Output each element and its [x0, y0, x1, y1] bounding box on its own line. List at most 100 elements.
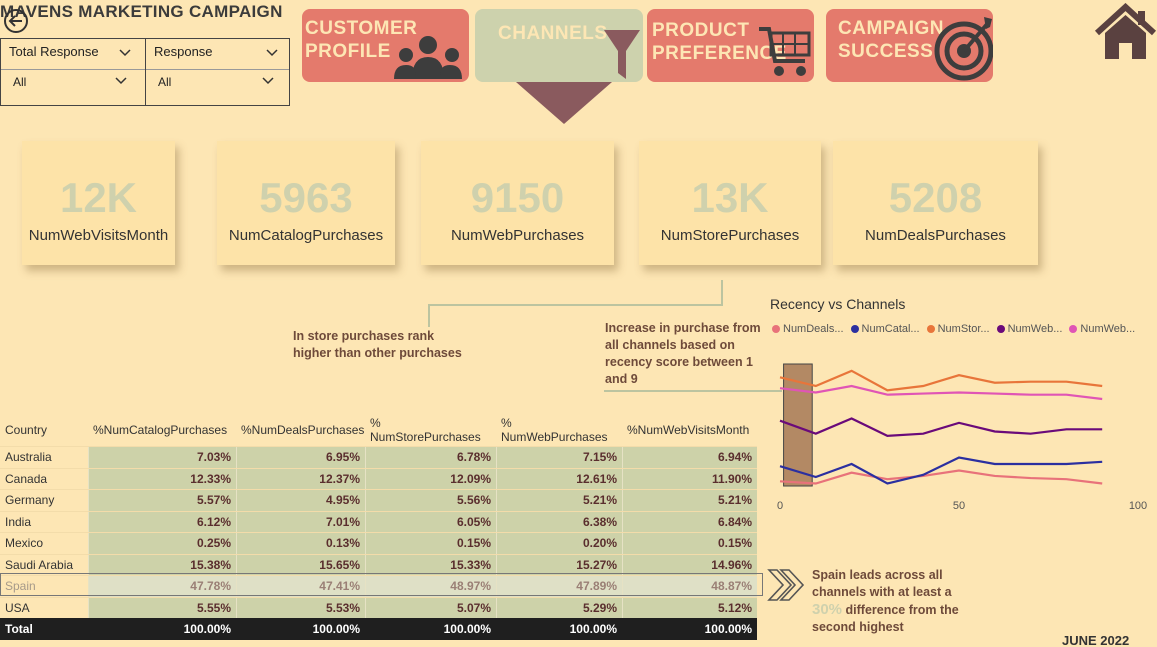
divider: [146, 69, 289, 70]
total-label: Total: [5, 621, 33, 636]
percent-cell: 47.41%: [236, 576, 365, 597]
percent-cell: 0.13%: [236, 533, 365, 554]
percent-cell: 48.87%: [622, 576, 757, 597]
percent-cell: 6.84%: [622, 511, 757, 532]
cart-icon: [759, 27, 811, 76]
chevron-down-icon[interactable]: [266, 49, 278, 57]
legend-item[interactable]: NumDeals...: [772, 323, 844, 335]
percent-cell: 6.05%: [365, 511, 496, 532]
percent-cell: 5.53%: [236, 597, 365, 618]
table-row[interactable]: Spain 47.78% 47.41% 48.97% 47.89% 48.87%: [0, 575, 757, 597]
percent-cell: 5.07%: [365, 597, 496, 618]
back-arrow-icon[interactable]: [3, 8, 29, 34]
column-header[interactable]: %NumWebVisitsMonth: [627, 423, 750, 437]
response-slicer[interactable]: Response All: [145, 39, 289, 105]
table-row[interactable]: USA 5.55% 5.53% 5.07% 5.29% 5.12%: [0, 596, 757, 618]
country-cell: Canada: [5, 471, 48, 486]
nav-product-preference-button[interactable]: PRODUCT PREFERENCE: [647, 9, 814, 82]
chevron-down-icon[interactable]: [262, 77, 274, 85]
table-total-row[interactable]: Total 100.00% 100.00% 100.00% 100.00% 100.00%: [0, 618, 757, 640]
highlight-percent: 30%: [812, 601, 843, 618]
country-cell: USA: [5, 600, 30, 615]
series-line-0[interactable]: [779, 469, 1103, 485]
kpi-value: 5208: [888, 174, 983, 221]
kpi-value: 5963: [259, 174, 353, 221]
chart-legend[interactable]: NumDeals... NumCatal... NumStor... NumWeb..…: [772, 323, 1135, 335]
table-row[interactable]: Germany 5.57% 4.95% 5.56% 5.21% 5.21%: [0, 489, 757, 511]
legend-label: NumWeb...: [1080, 323, 1136, 335]
callout-connector: [604, 390, 782, 392]
series-line-4[interactable]: [779, 384, 1103, 401]
percent-cell: 5.57%: [88, 490, 236, 511]
nav-channels-button[interactable]: CHANNELS: [475, 9, 643, 82]
kpi-label: NumWebPurchases: [450, 227, 585, 244]
people-icon: [394, 36, 462, 79]
percent-cell: 7.03%: [88, 447, 236, 468]
legend-label: NumCatal...: [861, 323, 920, 335]
kpi-card: 12K NumWebVisitsMonth: [22, 141, 175, 265]
legend-label: NumWeb...: [1007, 323, 1063, 335]
chevron-down-icon[interactable]: [115, 77, 127, 85]
series-line-3[interactable]: [779, 417, 1103, 437]
nav-label: PRODUCT PREFERENCE: [652, 20, 787, 64]
percent-cell: 5.21%: [622, 490, 757, 511]
legend-item[interactable]: NumWeb...: [996, 323, 1063, 335]
total-cell: 100.00%: [183, 621, 231, 636]
kpi-value: 12K: [59, 174, 138, 221]
column-header[interactable]: %NumCatalogPurchases: [93, 423, 228, 437]
percent-cell: 14.96%: [622, 554, 757, 575]
column-header[interactable]: % NumWebPurchases: [501, 416, 608, 444]
percent-cell: 12.37%: [236, 468, 365, 489]
target-icon: [934, 17, 993, 81]
nav-label: CUSTOMER PROFILE: [305, 18, 418, 62]
kpi-value: 9150: [470, 174, 565, 221]
percent-cell: 15.33%: [365, 554, 496, 575]
x-tick-label: 50: [953, 500, 965, 512]
table-row[interactable]: Australia 7.03% 6.95% 6.78% 7.15% 6.94%: [0, 446, 757, 468]
legend-label: NumDeals...: [783, 323, 844, 335]
nav-label: CHANNELS: [498, 23, 608, 44]
funnel-icon: [604, 30, 640, 79]
recency-insight-note: Increase in purchase from all channels b…: [605, 321, 761, 386]
kpi-label: NumDealsPurchases: [865, 227, 1006, 244]
total-response-slicer[interactable]: Total Response All: [1, 39, 145, 105]
country-cell: Mexico: [5, 536, 44, 551]
table-row[interactable]: Canada 12.33% 12.37% 12.09% 12.61% 11.90%: [0, 467, 757, 489]
total-cell: 100.00%: [569, 621, 617, 636]
table-row[interactable]: Mexico 0.25% 0.13% 0.15% 0.20% 0.15%: [0, 532, 757, 554]
recency-line-chart[interactable]: 0 50 100: [770, 350, 1155, 520]
legend-item[interactable]: NumStor...: [926, 323, 990, 335]
column-header[interactable]: Country: [5, 423, 48, 437]
percent-cell: 7.01%: [236, 511, 365, 532]
column-header[interactable]: %NumDealsPurchases: [241, 423, 365, 437]
legend-item[interactable]: NumWeb...: [1069, 323, 1135, 335]
percent-cell: 6.12%: [88, 511, 236, 532]
percent-cell: 6.38%: [496, 511, 622, 532]
percent-cell: 15.38%: [88, 554, 236, 575]
percent-cell: 5.56%: [365, 490, 496, 511]
table-row[interactable]: Saudi Arabia 15.38% 15.65% 15.33% 15.27% 14.9…: [0, 553, 757, 575]
app-title: MAVENS MARKETING CAMPAIGN: [0, 2, 283, 21]
chevron-right-icon: [767, 569, 805, 601]
kpi-label: NumCatalogPurchases: [228, 227, 384, 244]
column-header[interactable]: % NumStorePurchases: [370, 416, 481, 444]
series-line-2[interactable]: [779, 369, 1103, 392]
series-line-1[interactable]: [779, 456, 1103, 485]
table-row[interactable]: India 6.12% 7.01% 6.05% 6.38% 6.84%: [0, 510, 757, 532]
home-icon[interactable]: [1094, 3, 1157, 61]
nav-customer-profile-button[interactable]: CUSTOMER PROFILE: [302, 9, 469, 82]
legend-dot: [1069, 325, 1078, 333]
chevron-down-icon[interactable]: [119, 49, 131, 57]
nav-campaign-success-button[interactable]: CAMPAIGN SUCCESS: [826, 9, 993, 82]
percent-cell: 48.97%: [365, 576, 496, 597]
active-nav-pointer: [516, 82, 612, 124]
percent-cell: 12.09%: [365, 468, 496, 489]
slicer-value[interactable]: All: [13, 75, 27, 89]
callout-connector: [428, 305, 430, 327]
percent-cell: 5.21%: [496, 490, 622, 511]
slicer-value[interactable]: All: [158, 75, 172, 89]
legend-item[interactable]: NumCatal...: [850, 323, 920, 335]
percent-cell: 6.95%: [236, 447, 365, 468]
x-tick-label: 0: [777, 500, 783, 512]
country-share-table: Country %NumCatalogPurchases %NumDealsPurc…: [0, 414, 757, 640]
